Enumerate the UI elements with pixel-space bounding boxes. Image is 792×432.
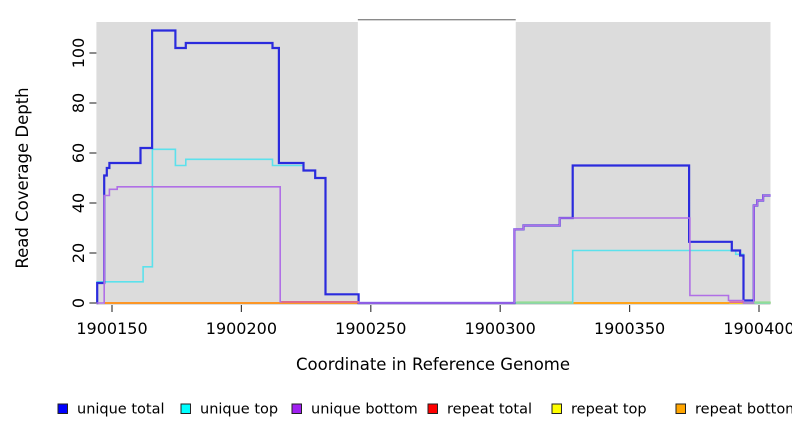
y-tick-label: 40 [69,193,88,213]
legend-item-repeat-total: repeat total [427,402,532,418]
y-tick-label: 100 [69,38,88,69]
legend-item-repeat-top: repeat top [551,402,647,418]
legend-label-unique-top: unique top [200,402,278,418]
legend-label-unique-total: unique total [77,402,165,418]
legend-swatch-repeat-bottom [675,403,686,414]
axes: 1900150 1900200 1900250 1900300 1900350 19004… [69,38,792,338]
series-line-unique-bottom [96,186,771,304]
x-tick-label: 1900400 [723,319,792,338]
x-tick-label: 1900300 [465,319,536,338]
series-line-unique-total [96,29,771,305]
legend-item-unique-bottom: unique bottom [291,402,418,418]
legend-label-repeat-total: repeat total [447,402,532,418]
legend: unique total unique top unique bottom repea… [57,402,792,418]
legend-swatch-unique-total [57,403,68,414]
legend-label-repeat-top: repeat top [571,402,647,418]
legend-swatch-repeat-total [427,403,438,414]
y-tick-label: 0 [69,298,88,308]
x-tick-label: 1900350 [594,319,665,338]
y-tick-label: 20 [69,243,88,263]
legend-item-unique-total: unique total [57,402,165,418]
x-tick-label: 1900150 [76,319,147,338]
x-tick-label: 1900250 [335,319,406,338]
y-tick-label: 80 [69,93,88,113]
plot-area [96,19,771,305]
x-axis-title: Coordinate in Reference Genome [296,355,570,374]
legend-swatch-unique-bottom [291,403,302,414]
legend-label-unique-bottom: unique bottom [311,402,418,418]
y-tick-label: 60 [69,143,88,163]
legend-item-unique-top: unique top [180,402,278,418]
legend-swatch-unique-top [180,403,191,414]
legend-item-repeat-bottom: repeat bottom [675,402,792,418]
legend-label-repeat-bottom: repeat bottom [695,402,792,418]
masked-region [357,19,516,304]
y-axis-title: Read Coverage Depth [13,87,32,268]
legend-swatch-repeat-top [551,403,562,414]
x-tick-label: 1900200 [206,319,277,338]
